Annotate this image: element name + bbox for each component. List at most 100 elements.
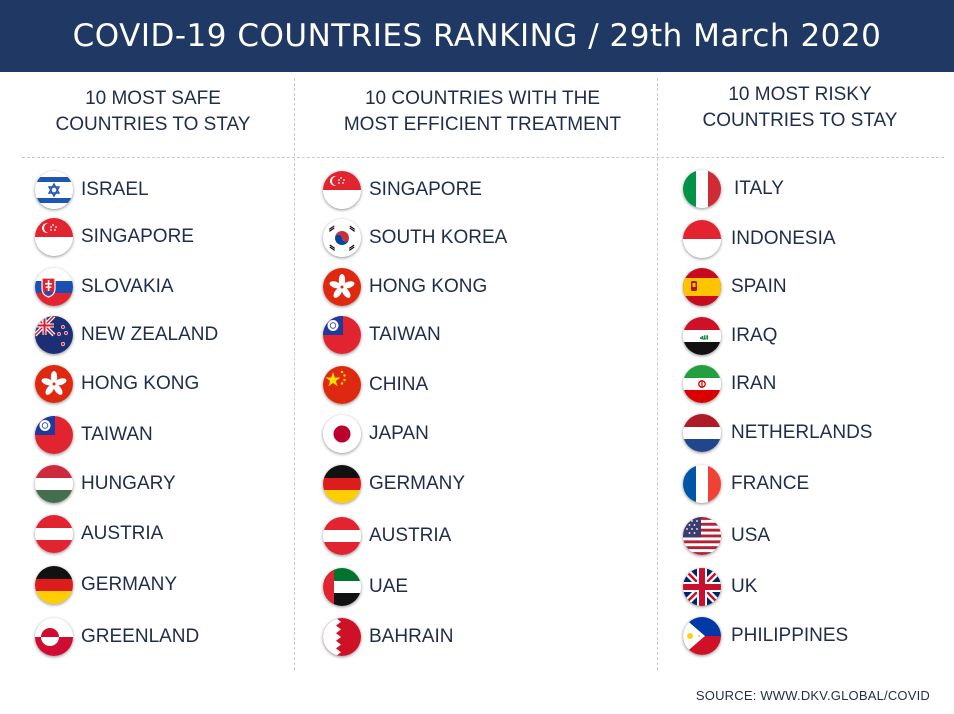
- country-name: SPAIN: [731, 276, 787, 297]
- page-title: COVID-19 COUNTRIES RANKING / 29th March …: [72, 18, 882, 54]
- france-flag-icon: [683, 465, 721, 503]
- list-item: HONG KONG: [35, 365, 199, 403]
- list-item: GERMANY: [323, 465, 465, 503]
- japan-flag-icon: [323, 415, 361, 453]
- hungary-flag-icon: [35, 465, 73, 503]
- austria-flag-icon: [35, 515, 73, 553]
- column-divider: [657, 78, 658, 670]
- list-item: HUNGARY: [35, 465, 176, 503]
- header-divider: [22, 157, 944, 158]
- country-name: AUSTRIA: [369, 525, 452, 546]
- country-name: ITALY: [734, 178, 784, 199]
- uae-flag-icon: [323, 568, 361, 606]
- hong-kong-flag-icon: [35, 365, 73, 403]
- column-heading-line: MOST EFFICIENT TREATMENT: [343, 114, 622, 135]
- column-heading-line: 10 MOST RISKY: [728, 84, 872, 105]
- china-flag-icon: [323, 366, 361, 404]
- list-item: SLOVAKIA: [35, 268, 174, 306]
- list-item: HONG KONG: [323, 268, 487, 306]
- country-name: SOUTH KOREA: [369, 227, 508, 248]
- country-name: TAIWAN: [81, 424, 153, 445]
- singapore-flag-icon: [323, 171, 361, 209]
- netherlands-flag-icon: [683, 414, 721, 452]
- column-heading-risky: 10 MOST RISKY COUNTRIES TO STAY: [664, 82, 936, 134]
- list-item: FRANCE: [683, 465, 809, 503]
- list-item: PHILIPPINES: [683, 617, 848, 655]
- uk-flag-icon: [683, 568, 721, 606]
- list-item: INDONESIA: [683, 220, 836, 258]
- country-name: GERMANY: [81, 574, 178, 595]
- iraq-flag-icon: [683, 317, 721, 355]
- country-name: JAPAN: [369, 423, 429, 444]
- israel-flag-icon: [35, 171, 73, 209]
- list-item: BAHRAIN: [323, 618, 453, 656]
- germany-flag-icon: [323, 465, 361, 503]
- bahrain-flag-icon: [323, 618, 361, 656]
- country-name: GERMANY: [369, 473, 466, 494]
- usa-flag-icon: [683, 517, 721, 555]
- germany-flag-icon: [35, 566, 73, 604]
- column-heading-line: COUNTRIES TO STAY: [55, 114, 251, 135]
- column-divider: [294, 78, 295, 670]
- list-item: AUSTRIA: [323, 517, 451, 555]
- country-name: SINGAPORE: [81, 226, 194, 247]
- list-item: AUSTRIA: [35, 515, 163, 553]
- country-name: TAIWAN: [369, 324, 441, 345]
- singapore-flag-icon: [35, 218, 73, 256]
- list-item: IRAN: [683, 365, 776, 403]
- country-name: UK: [731, 576, 758, 597]
- list-item: NETHERLANDS: [683, 414, 872, 452]
- country-name: NETHERLANDS: [731, 422, 873, 443]
- country-name: BAHRAIN: [369, 626, 454, 647]
- column-heading-efficient: 10 COUNTRIES WITH THE MOST EFFICIENT TRE…: [300, 86, 665, 138]
- taiwan-flag-icon: [323, 316, 361, 354]
- italy-flag-icon: [683, 170, 721, 208]
- list-item: CHINA: [323, 366, 428, 404]
- country-name: FRANCE: [731, 473, 810, 494]
- list-item: SPAIN: [683, 268, 787, 306]
- indonesia-flag-icon: [683, 220, 721, 258]
- list-item: GERMANY: [35, 566, 177, 604]
- country-name: IRAQ: [731, 325, 778, 346]
- column-heading-line: COUNTRIES TO STAY: [702, 110, 898, 131]
- country-name: CHINA: [369, 374, 429, 395]
- list-item: TAIWAN: [35, 416, 153, 454]
- list-item: JAPAN: [323, 415, 429, 453]
- country-name: UAE: [369, 576, 409, 597]
- list-item: USA: [683, 517, 770, 555]
- country-name: NEW ZEALAND: [81, 324, 219, 345]
- taiwan-flag-icon: [35, 416, 73, 454]
- greenland-flag-icon: [35, 618, 73, 656]
- country-name: PHILIPPINES: [731, 625, 849, 646]
- column-heading-line: 10 COUNTRIES WITH THE: [364, 88, 601, 109]
- country-name: AUSTRIA: [81, 523, 164, 544]
- source-credit: SOURCE: WWW.DKV.GLOBAL/COVID: [695, 688, 930, 703]
- country-name: ISRAEL: [81, 179, 149, 200]
- spain-flag-icon: [683, 268, 721, 306]
- list-item: TAIWAN: [323, 316, 441, 354]
- hong-kong-flag-icon: [323, 268, 361, 306]
- list-item: UAE: [323, 568, 408, 606]
- country-name: HONG KONG: [81, 373, 200, 394]
- column-heading-line: 10 MOST SAFE: [85, 88, 221, 109]
- south-korea-flag-icon: [323, 219, 361, 257]
- country-name: IRAN: [731, 373, 777, 394]
- list-item: SINGAPORE: [323, 171, 482, 209]
- country-name: SLOVAKIA: [81, 276, 174, 297]
- list-item: SOUTH KOREA: [323, 219, 507, 257]
- philippines-flag-icon: [683, 617, 721, 655]
- list-item: NEW ZEALAND: [35, 316, 218, 354]
- new-zealand-flag-icon: [35, 316, 73, 354]
- column-heading-safe: 10 MOST SAFE COUNTRIES TO STAY: [22, 86, 284, 138]
- country-name: USA: [731, 525, 771, 546]
- list-item: ISRAEL: [35, 171, 149, 209]
- country-name: GREENLAND: [81, 626, 200, 647]
- country-name: HUNGARY: [81, 473, 176, 494]
- list-item: IRAQ: [683, 317, 777, 355]
- list-item: UK: [683, 568, 757, 606]
- country-name: HONG KONG: [369, 276, 488, 297]
- list-item: ITALY: [683, 170, 784, 208]
- list-item: SINGAPORE: [35, 218, 194, 256]
- austria-flag-icon: [323, 517, 361, 555]
- slovakia-flag-icon: [35, 268, 73, 306]
